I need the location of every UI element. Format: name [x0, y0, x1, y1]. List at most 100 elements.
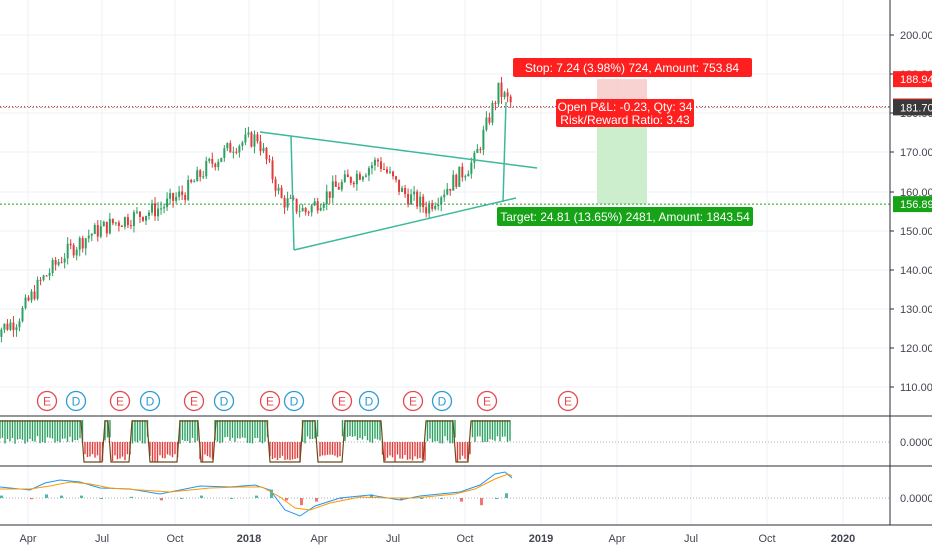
candle-body	[382, 168, 385, 170]
candle-body	[331, 181, 334, 198]
macd-hist-bar	[420, 498, 423, 499]
candle-body	[138, 211, 141, 217]
indicator-pane-2[interactable]	[0, 465, 932, 526]
stop-label-box[interactable]	[513, 58, 752, 77]
candle-body	[298, 211, 301, 213]
indicator-pane-1[interactable]	[0, 415, 932, 463]
candle-body	[325, 191, 328, 205]
price-badge-stop[interactable]	[893, 71, 932, 88]
macd-line	[0, 471, 513, 517]
earnings-marker[interactable]: E	[183, 390, 205, 412]
pnl-label-box[interactable]	[556, 99, 694, 127]
event-letter: E	[409, 395, 417, 409]
price-badge-entry[interactable]	[893, 99, 932, 116]
candle-body	[27, 297, 30, 301]
time-tick-label: Oct	[758, 533, 775, 545]
event-circle	[431, 390, 453, 412]
macd-hist-bar	[230, 498, 233, 499]
macd-hist-bar	[340, 498, 343, 500]
price-axis[interactable]: 200.00190.00180.00170.00160.00150.00140.…	[889, 0, 932, 525]
event-circle	[36, 390, 58, 412]
pattern-right-line	[502, 101, 507, 203]
event-circle	[65, 390, 87, 412]
earnings-marker[interactable]: E	[402, 390, 424, 412]
candle-body	[160, 208, 163, 210]
price-badge-target[interactable]	[893, 196, 932, 213]
candle-body	[271, 160, 274, 180]
target-label[interactable]: Target: 24.81 (13.65%) 2481, Amount: 184…	[500, 210, 750, 224]
macd-hist-bar	[60, 495, 63, 498]
dividend-marker[interactable]: D	[65, 390, 87, 412]
time-tick-label: 2020	[831, 533, 855, 545]
earnings-marker[interactable]: E	[331, 390, 353, 412]
dividend-marker[interactable]: D	[283, 390, 305, 412]
event-circle	[331, 390, 353, 412]
macd-hist-bar	[495, 498, 498, 499]
triangle-pattern[interactable]	[259, 101, 538, 251]
candle-body	[151, 203, 154, 213]
candle-body	[244, 134, 247, 143]
candle-body	[190, 179, 193, 183]
candle-body	[392, 171, 395, 177]
candle-body	[111, 218, 114, 224]
earnings-marker[interactable]: E	[109, 390, 131, 412]
macd-hist-bar	[180, 498, 183, 499]
candle-body	[289, 197, 292, 199]
stop-label[interactable]: Stop: 7.24 (3.98%) 724, Amount: 753.84	[525, 61, 739, 75]
candle-body	[90, 233, 93, 236]
dividend-marker[interactable]: D	[213, 390, 235, 412]
earnings-marker[interactable]: E	[476, 390, 498, 412]
candle-body	[422, 196, 425, 208]
candle-body	[262, 147, 265, 152]
earnings-marker[interactable]: E	[259, 390, 281, 412]
event-letter: D	[220, 395, 229, 409]
macd-hist-bar	[315, 498, 318, 502]
candle-body	[292, 197, 295, 199]
candle-body	[78, 238, 81, 250]
candle-body	[102, 221, 105, 227]
osc-signal-line	[0, 420, 510, 463]
candle-body	[334, 181, 337, 187]
event-letter: D	[365, 395, 374, 409]
dividend-marker[interactable]: D	[431, 390, 453, 412]
earnings-marker[interactable]: E	[557, 390, 579, 412]
candle-body	[157, 208, 160, 217]
candle-body	[175, 196, 178, 201]
candle-body	[355, 173, 358, 185]
event-letter: E	[483, 395, 491, 409]
event-circle	[183, 390, 205, 412]
candle-body	[379, 161, 382, 169]
candle-body	[214, 163, 217, 168]
candle-body	[458, 166, 461, 187]
event-letter: E	[338, 395, 346, 409]
position-labels[interactable]: Stop: 7.24 (3.98%) 724, Amount: 753.84 O…	[497, 58, 753, 226]
macd-hist-bar	[45, 494, 48, 498]
target-label-box[interactable]	[497, 207, 753, 226]
dividend-marker[interactable]: D	[358, 390, 380, 412]
candle-body	[407, 194, 410, 205]
candle-body	[96, 225, 99, 237]
candle-body	[395, 176, 398, 180]
macd-hist-bar	[0, 495, 3, 498]
candle-body	[202, 176, 205, 178]
candle-body	[470, 162, 473, 174]
time-axis[interactable]: Apr Jul Oct 2018 Apr Jul Oct 2019 Apr Jul Oct 2020	[19, 533, 855, 545]
candle-body	[310, 205, 313, 213]
dividend-marker[interactable]: D	[139, 390, 161, 412]
macd-hist-bar	[460, 498, 463, 502]
candle-body	[184, 194, 187, 200]
candle-body	[479, 149, 482, 151]
candle-body	[181, 191, 184, 195]
candle-body	[503, 92, 506, 98]
event-circle	[109, 390, 131, 412]
earnings-marker[interactable]: E	[36, 390, 58, 412]
candle-body	[66, 243, 69, 259]
candle-body	[45, 275, 48, 277]
candle-body	[9, 322, 12, 330]
candle-body	[235, 151, 238, 153]
event-letter: E	[190, 395, 198, 409]
candle-body	[30, 291, 33, 301]
